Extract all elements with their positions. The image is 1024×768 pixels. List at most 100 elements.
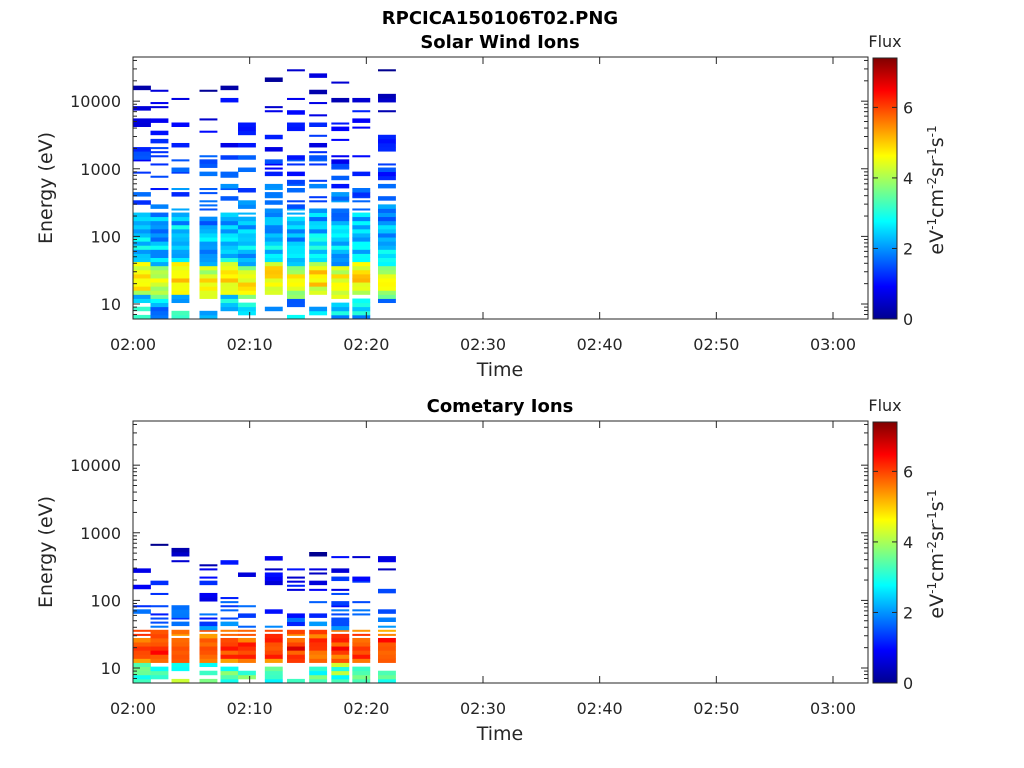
y-tick-label: 10 bbox=[101, 659, 121, 678]
spectrogram-cell bbox=[331, 576, 350, 582]
spectrogram-cell bbox=[199, 171, 218, 177]
spectrogram-cell bbox=[331, 233, 350, 238]
spectrogram-cell bbox=[133, 159, 151, 162]
spectrogram-cell bbox=[238, 224, 256, 230]
spectrogram-cell bbox=[238, 613, 256, 618]
spectrogram-cell bbox=[150, 269, 169, 275]
spectrogram-cell bbox=[220, 294, 239, 299]
spectrogram-cell bbox=[171, 621, 190, 627]
spectrogram-cell bbox=[287, 69, 305, 72]
spectrogram-cell bbox=[238, 629, 256, 632]
spectrogram-cell bbox=[264, 286, 283, 291]
spectrogram-cell bbox=[287, 646, 305, 651]
spectrogram-cell bbox=[309, 183, 328, 189]
spectrogram-cell bbox=[378, 253, 396, 258]
spectrogram-cell bbox=[264, 257, 283, 263]
spectrogram-cell bbox=[309, 666, 328, 672]
spectrogram-cell bbox=[150, 592, 169, 595]
spectrogram-cell bbox=[309, 637, 328, 643]
spectrogram-cell bbox=[199, 576, 218, 579]
spectrogram-cell bbox=[133, 245, 151, 250]
spectrogram-cell bbox=[133, 584, 151, 590]
spectrogram-cell bbox=[331, 155, 350, 158]
spectrogram-cell bbox=[378, 646, 396, 651]
spectrogram-cell bbox=[378, 196, 396, 201]
spectrogram-cell bbox=[150, 654, 169, 659]
spectrogram-cell bbox=[378, 175, 396, 181]
spectrogram-cell bbox=[331, 175, 350, 181]
x-tick-label: 03:00 bbox=[810, 699, 856, 718]
spectrogram-cell bbox=[287, 269, 305, 275]
spectrogram-cell bbox=[133, 147, 151, 152]
spectrogram-cell bbox=[264, 556, 283, 561]
spectrogram-cell bbox=[199, 237, 218, 242]
spectrogram-cell bbox=[220, 265, 239, 271]
figure-title: RPCICA150106T02.PNG bbox=[382, 8, 618, 29]
spectrogram-cell bbox=[287, 216, 305, 222]
spectrogram-cell bbox=[171, 314, 190, 319]
spectrogram-cell bbox=[331, 212, 350, 218]
spectrogram-cell bbox=[352, 629, 371, 632]
spectrogram-cell bbox=[352, 302, 371, 308]
spectrogram-cell bbox=[287, 642, 305, 647]
spectrogram-cell bbox=[171, 282, 190, 287]
spectrogram-cell bbox=[220, 278, 239, 283]
spectrogram-cell bbox=[133, 278, 151, 283]
spectrogram-cell bbox=[133, 298, 151, 304]
spectrogram-cell bbox=[331, 568, 350, 573]
spectrogram-cell bbox=[378, 183, 396, 189]
spectrogram-cell bbox=[309, 670, 328, 676]
y-tick-label: 1000 bbox=[80, 524, 121, 543]
spectrogram-cell bbox=[199, 314, 218, 319]
spectrogram-cell bbox=[287, 122, 305, 127]
spectrogram-cell bbox=[199, 678, 218, 683]
spectrogram-cell bbox=[171, 273, 190, 279]
spectrogram-cell bbox=[331, 592, 350, 595]
y-tick-label: 1000 bbox=[80, 160, 121, 179]
colorbar-tick-label: 0 bbox=[903, 310, 913, 329]
spectrogram-cell bbox=[352, 666, 371, 672]
spectrogram-cell bbox=[133, 654, 151, 659]
spectrogram-cell bbox=[150, 138, 169, 144]
spectrogram-cell bbox=[331, 588, 350, 591]
spectrogram-cell bbox=[238, 122, 256, 127]
spectrogram-cell bbox=[199, 208, 218, 211]
spectrogram-cell bbox=[133, 253, 151, 258]
spectrogram-cell bbox=[264, 658, 283, 663]
spectrogram-cell bbox=[352, 633, 371, 636]
spectrogram-cell bbox=[378, 588, 396, 594]
spectrogram-cell bbox=[199, 188, 218, 191]
spectrogram-cell bbox=[378, 142, 396, 148]
spectrogram-cell bbox=[238, 253, 256, 258]
spectrogram-cell bbox=[264, 249, 283, 254]
spectrogram-cell bbox=[378, 629, 396, 632]
spectrogram-cell bbox=[378, 97, 396, 103]
spectrogram-cell bbox=[331, 310, 350, 316]
spectrogram-cell bbox=[133, 228, 151, 234]
spectrogram-cell bbox=[171, 310, 190, 316]
spectrogram-cell bbox=[331, 605, 350, 608]
spectrogram-cell bbox=[171, 662, 190, 668]
spectrogram-cell bbox=[264, 580, 283, 586]
spectrogram-cell bbox=[133, 192, 151, 197]
spectrogram-cell bbox=[150, 175, 169, 178]
spectrogram-cell bbox=[220, 237, 239, 242]
spectrogram-cell bbox=[199, 159, 218, 164]
spectrogram-cell bbox=[171, 269, 190, 275]
spectrogram-cell bbox=[287, 617, 305, 622]
spectrogram-cell bbox=[309, 142, 328, 148]
spectrogram-cell bbox=[150, 306, 169, 312]
spectrogram-cell bbox=[133, 286, 151, 291]
spectrogram-cell bbox=[287, 298, 305, 304]
spectrogram-cell bbox=[378, 298, 396, 304]
spectrogram-cell bbox=[238, 200, 256, 205]
spectrogram-cell bbox=[199, 629, 218, 632]
y-axis-label: Energy (eV) bbox=[35, 496, 57, 608]
spectrogram-cell bbox=[133, 155, 151, 160]
spectrogram-cell bbox=[309, 196, 328, 199]
spectrogram-cell bbox=[150, 118, 169, 123]
spectrogram-cell bbox=[199, 625, 218, 631]
spectrogram-cell bbox=[199, 282, 218, 287]
spectrogram-cell bbox=[171, 167, 190, 173]
spectrogram-cell bbox=[287, 126, 305, 132]
